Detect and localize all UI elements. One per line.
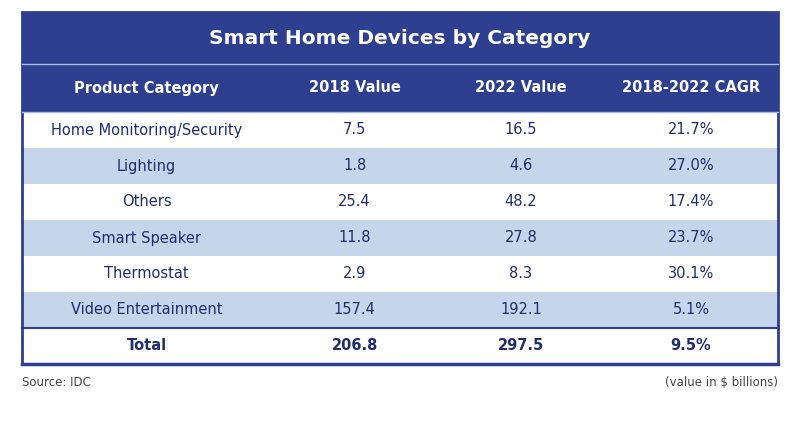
Text: Product Category: Product Category xyxy=(74,80,219,96)
Text: 157.4: 157.4 xyxy=(334,303,375,317)
Text: 27.8: 27.8 xyxy=(505,231,538,245)
Text: 30.1%: 30.1% xyxy=(668,266,714,282)
Text: 7.5: 7.5 xyxy=(343,123,366,138)
Bar xyxy=(22,292,778,328)
Text: 297.5: 297.5 xyxy=(498,338,544,354)
Text: Lighting: Lighting xyxy=(117,158,176,173)
Text: 192.1: 192.1 xyxy=(500,303,542,317)
Text: 1.8: 1.8 xyxy=(343,158,366,173)
Text: Video Entertainment: Video Entertainment xyxy=(71,303,222,317)
Text: 2018-2022 CAGR: 2018-2022 CAGR xyxy=(622,80,760,96)
Text: 4.6: 4.6 xyxy=(510,158,533,173)
Text: Home Monitoring/Security: Home Monitoring/Security xyxy=(51,123,242,138)
Text: 21.7%: 21.7% xyxy=(668,123,714,138)
Bar xyxy=(22,220,778,256)
Text: Source: IDC: Source: IDC xyxy=(22,376,91,389)
Text: 16.5: 16.5 xyxy=(505,123,538,138)
Bar xyxy=(22,328,778,364)
Text: 206.8: 206.8 xyxy=(331,338,378,354)
Bar xyxy=(22,184,778,220)
Text: 9.5%: 9.5% xyxy=(670,338,711,354)
Text: 8.3: 8.3 xyxy=(510,266,533,282)
Text: (value in $ billions): (value in $ billions) xyxy=(665,376,778,389)
Text: 2.9: 2.9 xyxy=(343,266,366,282)
Text: 27.0%: 27.0% xyxy=(668,158,714,173)
Text: Total: Total xyxy=(126,338,167,354)
Bar xyxy=(22,148,778,184)
Bar xyxy=(22,64,778,112)
Text: Others: Others xyxy=(122,195,171,210)
Bar xyxy=(22,256,778,292)
Text: 48.2: 48.2 xyxy=(505,195,538,210)
Text: 25.4: 25.4 xyxy=(338,195,371,210)
Text: 2018 Value: 2018 Value xyxy=(309,80,401,96)
Text: 2022 Value: 2022 Value xyxy=(475,80,566,96)
Text: 5.1%: 5.1% xyxy=(673,303,710,317)
Bar xyxy=(22,12,778,64)
Text: 23.7%: 23.7% xyxy=(668,231,714,245)
Bar xyxy=(22,12,778,364)
Text: 11.8: 11.8 xyxy=(338,231,371,245)
Text: Smart Speaker: Smart Speaker xyxy=(92,231,202,245)
Text: 17.4%: 17.4% xyxy=(668,195,714,210)
Bar xyxy=(22,112,778,148)
Text: Thermostat: Thermostat xyxy=(105,266,189,282)
Text: Smart Home Devices by Category: Smart Home Devices by Category xyxy=(210,29,590,48)
